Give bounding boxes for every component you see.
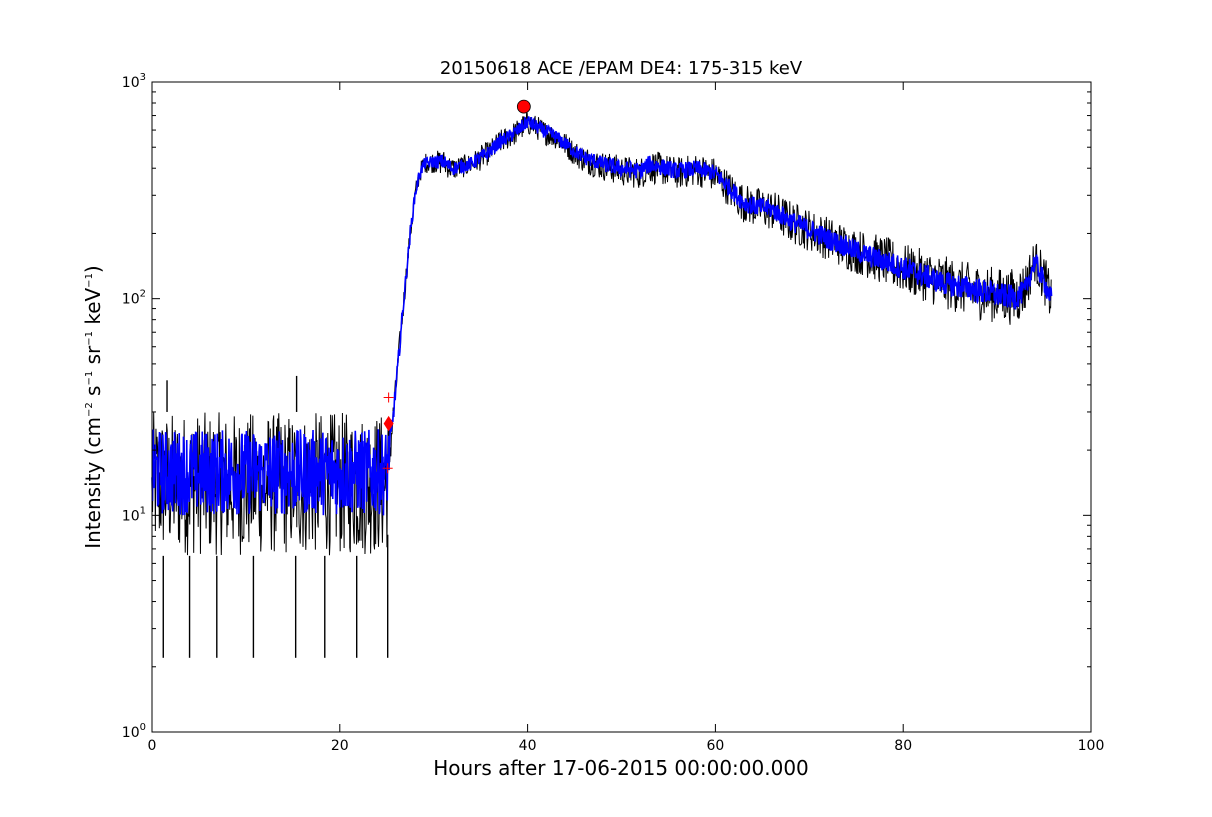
y-axis-label-sup2: −1 bbox=[84, 371, 95, 386]
marker-layer bbox=[382, 99, 531, 474]
y-tick-label: 100 bbox=[122, 722, 146, 741]
x-ticks: 0 20 40 60 80 100 bbox=[148, 82, 1105, 754]
x-axis-label: Hours after 17-06-2015 00:00:00.000 bbox=[433, 756, 809, 780]
y-axis-label-sup1: −2 bbox=[84, 402, 95, 417]
x-tick-label: 60 bbox=[706, 738, 724, 754]
y-tick-label: 102 bbox=[122, 289, 146, 308]
plot-frame bbox=[151, 81, 1092, 733]
smoothed-series-line bbox=[151, 116, 1053, 516]
plus-marker bbox=[382, 463, 393, 474]
x-tick-label: 80 bbox=[894, 738, 912, 754]
y-tick-label: 101 bbox=[122, 505, 146, 524]
y-tick-label-exponent: 1 bbox=[140, 505, 146, 516]
y-tick-label-base: 10 bbox=[122, 75, 140, 91]
plus-marker bbox=[383, 392, 394, 403]
y-tick-label-exponent: 3 bbox=[140, 72, 146, 83]
plot-background bbox=[152, 82, 1091, 732]
smoothed-series-layer bbox=[151, 116, 1053, 516]
x-tick-label: 0 bbox=[148, 738, 157, 754]
y-tick-label-base: 10 bbox=[122, 508, 140, 524]
y-axis-label-kev: keV bbox=[81, 287, 105, 331]
y-axis-label-prefix: Intensity (cm bbox=[81, 417, 105, 549]
x-tick-label: 40 bbox=[519, 738, 537, 754]
x-tick-label: 100 bbox=[1078, 738, 1105, 754]
y-tick-label-exponent: 0 bbox=[140, 722, 146, 733]
y-axis-label-suffix: ) bbox=[81, 265, 105, 273]
y-tick-label: 103 bbox=[122, 72, 146, 91]
y-tick-label-base: 10 bbox=[122, 292, 140, 308]
y-tick-label-base: 10 bbox=[122, 725, 140, 741]
onset-marker bbox=[383, 415, 394, 432]
y-tick-label-exponent: 2 bbox=[140, 289, 146, 300]
y-axis-label-s: s bbox=[81, 386, 105, 403]
y-axis-label-sup4: −1 bbox=[84, 273, 95, 288]
chart-title: 20150618 ACE /EPAM DE4: 175-315 keV bbox=[440, 58, 803, 79]
peak-marker bbox=[516, 99, 531, 114]
y-axis-label: Intensity (cm−2 s−1 sr−1 keV−1) bbox=[81, 265, 105, 549]
x-tick-label: 20 bbox=[331, 738, 349, 754]
y-axis-label-sup3: −1 bbox=[84, 331, 95, 346]
y-axis-label-sr: sr bbox=[81, 345, 105, 371]
